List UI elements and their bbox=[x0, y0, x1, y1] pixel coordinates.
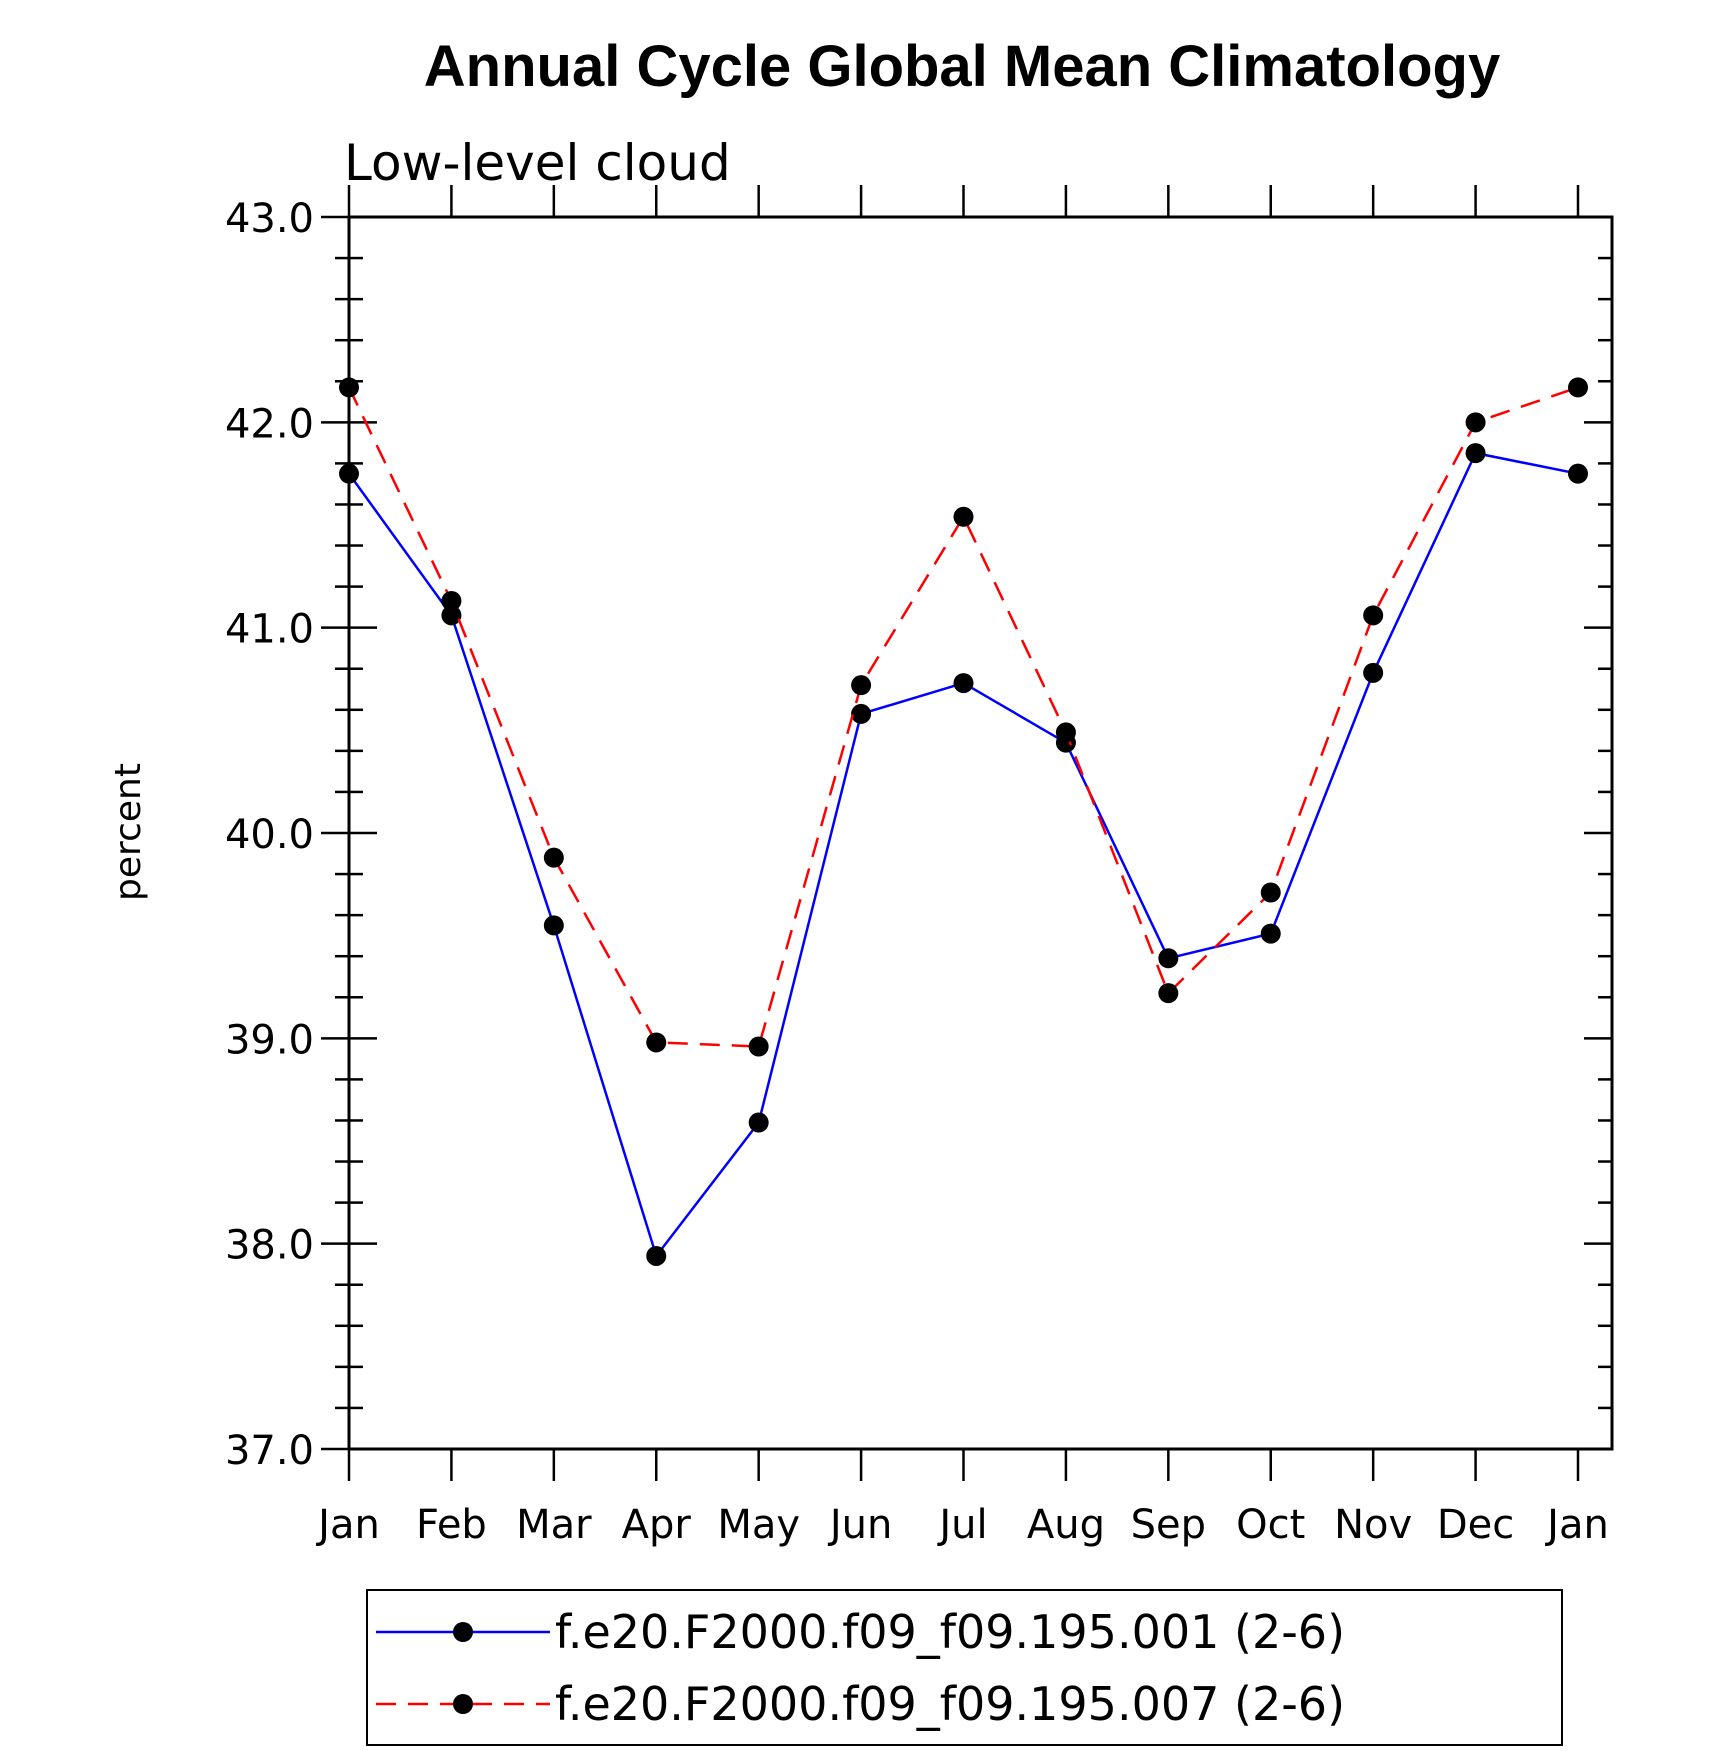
data-point bbox=[646, 1245, 667, 1266]
x-tick-label: Jan bbox=[1544, 1502, 1609, 1548]
data-point bbox=[953, 506, 974, 527]
legend-entry: f.e20.F2000.f09_f09.195.001 (2-6) bbox=[555, 1605, 1345, 1659]
data-point bbox=[1568, 463, 1588, 484]
data-point bbox=[1465, 412, 1486, 433]
x-tick-label: Dec bbox=[1437, 1502, 1514, 1548]
y-tick-label: 42.0 bbox=[225, 401, 314, 447]
legend-box bbox=[366, 1589, 1563, 1746]
plot-frame bbox=[347, 215, 1614, 1451]
data-point bbox=[1158, 948, 1179, 969]
y-tick-label: 43.0 bbox=[225, 196, 314, 242]
data-point bbox=[1055, 722, 1076, 743]
chart-title: Annual Cycle Global Mean Climatology bbox=[424, 34, 1500, 99]
legend-marker bbox=[453, 1622, 473, 1642]
legend-entry: f.e20.F2000.f09_f09.195.007 (2-6) bbox=[555, 1677, 1345, 1731]
data-point bbox=[339, 463, 359, 484]
y-tick-label: 41.0 bbox=[225, 607, 314, 653]
data-point bbox=[1363, 605, 1384, 626]
data-point bbox=[1260, 923, 1281, 944]
data-point bbox=[748, 1112, 769, 1133]
x-tick-label: Jun bbox=[827, 1502, 893, 1548]
data-point bbox=[646, 1032, 667, 1053]
data-point bbox=[851, 703, 872, 724]
data-point bbox=[953, 673, 974, 694]
legend: f.e20.F2000.f09_f09.195.001 (2-6) f.e20.F… bbox=[366, 1589, 1563, 1746]
series-2 bbox=[339, 377, 1588, 1057]
chart-subtitle: Low-level cloud bbox=[344, 134, 731, 192]
data-point bbox=[543, 847, 564, 868]
series-1 bbox=[339, 443, 1588, 1266]
y-tick-label: 38.0 bbox=[225, 1223, 314, 1269]
data-point bbox=[543, 915, 564, 936]
data-point bbox=[1363, 662, 1384, 683]
data-point bbox=[851, 675, 872, 696]
y-tick-label: 40.0 bbox=[225, 812, 314, 858]
x-tick-label: May bbox=[717, 1502, 800, 1548]
y-axis: 37.0 38.0 39.0 40.0 41.0 42.0 43.0 bbox=[225, 196, 1612, 1474]
data-point bbox=[339, 377, 359, 398]
data-point bbox=[1465, 443, 1486, 464]
data-point bbox=[748, 1036, 769, 1057]
x-tick-label: Feb bbox=[416, 1502, 487, 1548]
x-tick-label: Oct bbox=[1236, 1502, 1305, 1548]
x-tick-label: Jul bbox=[936, 1502, 987, 1548]
x-tick-label: Mar bbox=[516, 1502, 592, 1548]
series-line bbox=[347, 386, 1579, 1048]
x-tick-label: Sep bbox=[1131, 1502, 1206, 1548]
plot-border bbox=[347, 215, 1614, 1451]
x-tick-label: Apr bbox=[622, 1502, 692, 1548]
series-layer bbox=[339, 377, 1588, 1266]
data-point bbox=[1568, 377, 1588, 398]
y-axis-label: percent bbox=[108, 763, 149, 901]
legend-marker bbox=[453, 1694, 473, 1714]
data-point bbox=[441, 590, 462, 611]
data-point bbox=[1158, 983, 1179, 1004]
x-tick-label: Aug bbox=[1027, 1502, 1105, 1548]
x-tick-label: Nov bbox=[1334, 1502, 1412, 1548]
x-axis: Jan Feb Mar Apr May Jun Jul Aug Sep Oct Nov Dec Jan bbox=[315, 185, 1609, 1548]
series-line bbox=[347, 451, 1579, 1259]
data-point bbox=[1260, 882, 1281, 903]
y-tick-label: 39.0 bbox=[225, 1017, 314, 1063]
y-tick-label: 37.0 bbox=[225, 1428, 314, 1474]
x-tick-label: Jan bbox=[315, 1502, 380, 1548]
data-point bbox=[441, 605, 462, 626]
